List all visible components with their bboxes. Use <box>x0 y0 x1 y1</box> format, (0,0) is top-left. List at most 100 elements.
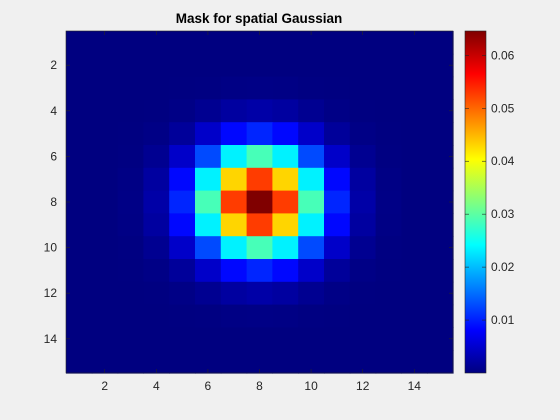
heatmap-cell <box>143 76 170 100</box>
heatmap-cell <box>298 259 325 283</box>
heatmap-cell <box>375 122 402 146</box>
heatmap-cell <box>427 327 454 351</box>
heatmap-cell <box>91 236 119 260</box>
heatmap-cell <box>66 122 93 146</box>
heatmap-cell <box>349 213 377 237</box>
heatmap-cell <box>195 53 222 78</box>
heatmap-cell <box>298 76 325 100</box>
heatmap-cell <box>298 190 325 214</box>
heatmap-cell <box>169 53 196 78</box>
colorbar-tick-label: 0.03 <box>491 207 515 221</box>
heatmap-cell <box>349 145 377 169</box>
heatmap-cell <box>246 350 273 374</box>
heatmap-cell <box>220 190 248 214</box>
heatmap-cell <box>220 53 248 78</box>
heatmap-cell <box>324 99 351 123</box>
heatmap-cell <box>91 190 119 214</box>
heatmap-cell <box>401 281 428 306</box>
heatmap-cell <box>272 190 299 214</box>
colorbar-tick-label: 0.05 <box>491 101 515 115</box>
heatmap-cell <box>375 76 402 100</box>
colorbar-gradient <box>465 31 486 373</box>
heatmap-cell <box>195 76 222 100</box>
heatmap-cell <box>143 53 170 78</box>
colorbar-tick-label: 0.06 <box>491 48 515 62</box>
heatmap-cell <box>375 53 402 78</box>
y-tick-label: 10 <box>44 241 58 255</box>
heatmap-cell <box>195 145 222 169</box>
heatmap-cell <box>427 31 454 55</box>
chart-title: Mask for spatial Gaussian <box>176 11 343 26</box>
heatmap-cell <box>427 304 454 328</box>
y-axis: 2 4 6 8 10 12 14 <box>44 58 453 346</box>
heatmap-cell <box>91 281 119 306</box>
heatmap-cell <box>324 76 351 100</box>
heatmap-cell <box>195 259 222 283</box>
heatmap-cell <box>427 99 454 123</box>
heatmap-cell <box>169 167 196 192</box>
heatmap-cell <box>401 350 428 374</box>
heatmap-cell <box>375 304 402 328</box>
heatmap-cell <box>272 76 299 100</box>
heatmap-cell <box>427 53 454 78</box>
heatmap-cell <box>169 304 196 328</box>
y-tick-label: 12 <box>44 286 58 300</box>
heatmap-cell <box>272 281 299 306</box>
heatmap-cell <box>349 281 377 306</box>
heatmap-cell <box>375 167 402 192</box>
colorbar-frame <box>464 30 487 374</box>
heatmap-cell <box>401 99 428 123</box>
colorbar-axis: 0.01 0.02 0.03 0.04 0.05 0.06 <box>465 48 515 327</box>
heatmap-cell <box>324 122 351 146</box>
heatmap-cell <box>246 327 273 351</box>
heatmap-cell <box>298 31 325 55</box>
heatmap-cell <box>272 99 299 123</box>
heatmap-cell <box>427 145 454 169</box>
y-tick-label: 2 <box>50 58 57 72</box>
heatmap-cell <box>117 236 144 260</box>
heatmap-cell <box>401 53 428 78</box>
heatmap-cell <box>298 350 325 374</box>
heatmap-cell <box>66 145 93 169</box>
heatmap-cell <box>117 76 144 100</box>
heatmap-cell <box>220 31 248 55</box>
heatmap-cell <box>298 99 325 123</box>
heatmap-cell <box>169 31 196 55</box>
heatmap-cell <box>401 145 428 169</box>
heatmap-cell <box>195 99 222 123</box>
heatmap-cell <box>349 167 377 192</box>
heatmap-cell <box>117 327 144 351</box>
heatmap-cell <box>169 213 196 237</box>
x-tick-label: 12 <box>356 379 370 393</box>
heatmap-cell <box>220 213 248 237</box>
heatmap-cell <box>298 327 325 351</box>
x-tick-label: 10 <box>304 379 318 393</box>
heatmap-cell <box>66 76 93 100</box>
heatmap-cell <box>220 281 248 306</box>
colorbar <box>464 30 487 374</box>
heatmap-cell <box>169 236 196 260</box>
heatmap-cell <box>220 236 248 260</box>
heatmap-cell <box>117 213 144 237</box>
colorbar-tick-label: 0.01 <box>491 313 515 327</box>
heatmap-cell <box>427 213 454 237</box>
heatmap-cell <box>143 99 170 123</box>
heatmap-cell <box>91 145 119 169</box>
heatmap-cell <box>246 190 273 214</box>
heatmap-cell <box>401 236 428 260</box>
heatmap-cell <box>91 31 119 55</box>
heatmap-cell <box>298 236 325 260</box>
heatmap-cell <box>169 76 196 100</box>
heatmap-cell <box>143 236 170 260</box>
heatmap-cell <box>272 350 299 374</box>
heatmap-cell <box>91 167 119 192</box>
heatmap-cell <box>91 122 119 146</box>
heatmap-cell <box>143 259 170 283</box>
heatmap-cell <box>324 53 351 78</box>
heatmap-cell <box>195 190 222 214</box>
heatmap-cell <box>66 31 93 55</box>
heatmap-cell <box>195 167 222 192</box>
heatmap-cell <box>427 259 454 283</box>
colorbar-tick-label: 0.04 <box>491 154 515 168</box>
heatmap-cell <box>298 304 325 328</box>
